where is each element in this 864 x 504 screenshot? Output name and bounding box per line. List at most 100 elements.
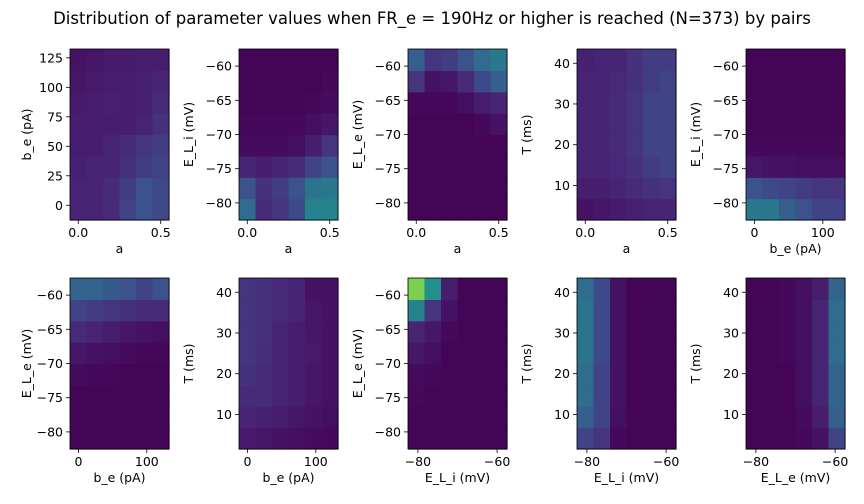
heatmap-cell bbox=[408, 49, 426, 71]
heatmap-cell bbox=[86, 427, 104, 450]
subplot-3: 0.0 0.5 −80 −75 −70 −65 −60 a E_L_e (mV) bbox=[350, 48, 509, 256]
heatmap-cell bbox=[812, 134, 830, 157]
heatmap-cell bbox=[152, 134, 170, 157]
y-tick-label: −75 bbox=[37, 390, 63, 405]
heatmap-cell bbox=[746, 49, 764, 71]
heatmap-cell bbox=[643, 134, 661, 157]
heatmap-cell bbox=[408, 198, 426, 221]
heatmap-cell bbox=[474, 134, 492, 157]
y-tick-label: 30 bbox=[723, 325, 739, 340]
heatmap-cell bbox=[152, 91, 170, 114]
x-tick-label: −60 bbox=[653, 454, 679, 469]
heatmap-cell bbox=[659, 177, 677, 200]
heatmap-cell bbox=[762, 406, 780, 429]
heatmap-cell bbox=[86, 113, 104, 136]
heatmap-cell bbox=[577, 342, 595, 365]
y-tick-label: 0 bbox=[55, 198, 63, 213]
heatmap-cell bbox=[119, 113, 137, 136]
y-tick-label: −60 bbox=[206, 59, 232, 74]
heatmap-cell bbox=[490, 198, 508, 221]
heatmap-cell bbox=[70, 70, 88, 93]
heatmap-cell bbox=[643, 49, 661, 71]
heatmap-cell bbox=[812, 113, 830, 136]
heatmap-cell bbox=[746, 299, 764, 322]
heatmap-cell bbox=[70, 49, 88, 71]
heatmap-cell bbox=[474, 320, 492, 343]
heatmap-cell bbox=[762, 384, 780, 407]
heatmap-cell bbox=[474, 177, 492, 200]
heatmap-cell bbox=[795, 427, 813, 450]
heatmap-cell bbox=[86, 363, 104, 386]
heatmap-cell bbox=[119, 299, 137, 322]
heatmap-cell bbox=[457, 342, 475, 365]
heatmap-cell bbox=[103, 427, 121, 450]
y-tick-label: 20 bbox=[554, 366, 570, 381]
heatmap-cell bbox=[321, 299, 339, 322]
y-tick-label: −80 bbox=[375, 424, 401, 439]
heatmap-cell bbox=[828, 299, 846, 322]
heatmap-cell bbox=[86, 384, 104, 407]
heatmap-cell bbox=[70, 406, 88, 429]
heatmap-cell bbox=[779, 427, 797, 450]
heatmap-cell bbox=[762, 91, 780, 114]
y-axis-label: E_L_e (mV) bbox=[350, 329, 365, 399]
heatmap-cell bbox=[424, 299, 442, 322]
heatmap-cell bbox=[272, 427, 290, 450]
heatmap-cell bbox=[762, 299, 780, 322]
heatmap-cell bbox=[828, 70, 846, 93]
heatmap-cell bbox=[762, 198, 780, 221]
heatmap-cell bbox=[86, 406, 104, 429]
heatmap-cell bbox=[321, 363, 339, 386]
heatmap-cell bbox=[239, 320, 257, 343]
heatmap-cell bbox=[136, 342, 154, 365]
heatmap-cell bbox=[119, 320, 137, 343]
heatmap-cell bbox=[70, 320, 88, 343]
heatmap-cell bbox=[828, 406, 846, 429]
heatmap-cell bbox=[70, 177, 88, 200]
x-axis-label: a bbox=[285, 241, 293, 256]
heatmap-cell bbox=[593, 155, 611, 178]
x-tick-label: −80 bbox=[743, 454, 769, 469]
heatmap-cell bbox=[255, 177, 273, 200]
heatmap-cell bbox=[795, 299, 813, 322]
axes-frame bbox=[576, 277, 677, 450]
heatmap-cell bbox=[103, 177, 121, 200]
heatmap-cell bbox=[321, 342, 339, 365]
heatmap-cell bbox=[577, 278, 595, 300]
heatmap-cell bbox=[593, 406, 611, 429]
heatmap-cell bbox=[424, 177, 442, 200]
heatmap-cell bbox=[152, 49, 170, 71]
heatmap-cell bbox=[610, 49, 628, 71]
heatmap-cell bbox=[255, 384, 273, 407]
heatmap-cell bbox=[239, 342, 257, 365]
heatmap-cell bbox=[86, 134, 104, 157]
x-tick-label: 0.0 bbox=[575, 225, 595, 240]
heatmap-cell bbox=[305, 427, 323, 450]
heatmap-cell bbox=[490, 384, 508, 407]
heatmap-cell bbox=[610, 363, 628, 386]
heatmap-cell bbox=[288, 427, 306, 450]
heatmap-cell bbox=[119, 155, 137, 178]
heatmap-cell bbox=[795, 134, 813, 157]
heatmap-cell bbox=[288, 91, 306, 114]
subplot-4: 0.0 0.5 10 20 30 40 a T (ms) bbox=[519, 48, 678, 256]
heatmap-cell bbox=[577, 384, 595, 407]
heatmap-cell bbox=[626, 299, 644, 322]
heatmap-cell bbox=[746, 113, 764, 136]
y-tick-label: −70 bbox=[37, 356, 63, 371]
heatmap-cell bbox=[70, 299, 88, 322]
heatmap-cell bbox=[474, 299, 492, 322]
heatmap-cell bbox=[272, 363, 290, 386]
heatmap-cell bbox=[626, 278, 644, 300]
heatmap-cell bbox=[408, 113, 426, 136]
heatmap-cell bbox=[255, 113, 273, 136]
heatmap-cell bbox=[103, 384, 121, 407]
subplot-2: 0.0 0.5 −80 −75 −70 −65 −60 a E_L_i (mV) bbox=[181, 48, 340, 256]
heatmap-cell bbox=[643, 384, 661, 407]
heatmap-cell bbox=[779, 49, 797, 71]
heatmap-cell bbox=[136, 113, 154, 136]
heatmap-cell bbox=[659, 113, 677, 136]
heatmap-cell bbox=[812, 70, 830, 93]
heatmap-cell bbox=[795, 198, 813, 221]
heatmap-cells bbox=[239, 49, 339, 221]
